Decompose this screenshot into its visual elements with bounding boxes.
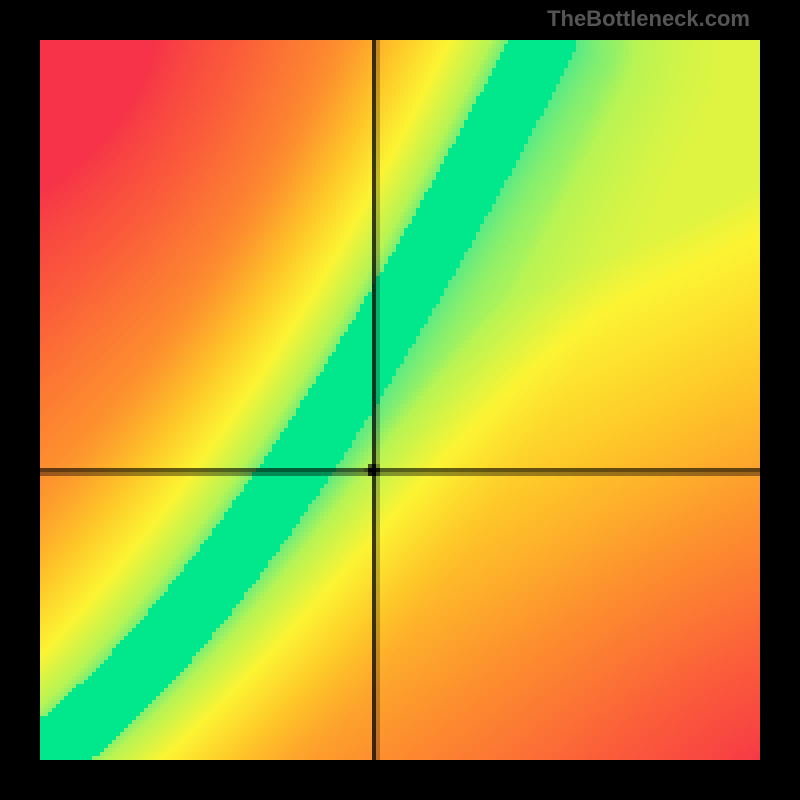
chart-frame: TheBottleneck.com bbox=[0, 0, 800, 800]
watermark-text: TheBottleneck.com bbox=[547, 6, 750, 32]
heatmap-canvas bbox=[40, 40, 760, 760]
